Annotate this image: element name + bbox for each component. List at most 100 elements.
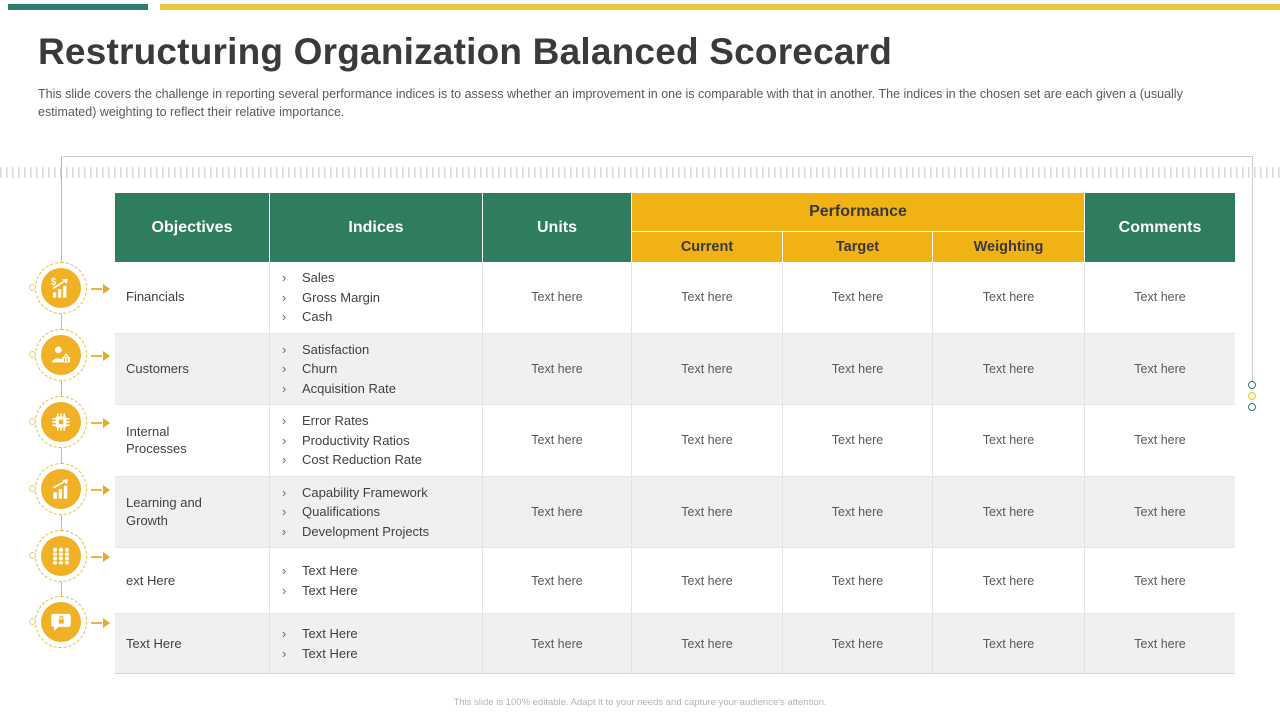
editable-note: This slide is 100% editable. Adapt it to…	[453, 697, 827, 708]
decorative-dot-gold	[1248, 392, 1256, 400]
objective-cell: Internal Processes	[115, 405, 270, 477]
chevron-bullet-icon: ›	[282, 645, 287, 661]
table-row-text-here-2: Text Here › Text Here › Text Here Text her…	[115, 614, 1236, 674]
right-connector-line	[1252, 156, 1253, 382]
index-item: Acquisition Rate	[302, 380, 396, 396]
mini-circle	[29, 351, 36, 358]
weighting-cell: Text here	[933, 476, 1086, 548]
index-item: Sales	[302, 270, 335, 285]
target-cell: Text here	[783, 333, 933, 405]
indices-cell: › Text Here › Text Here	[270, 548, 483, 614]
table-row-internal-processes: Internal Processes › Error Rates › Product…	[115, 405, 1236, 477]
weighting-cell: Text here	[933, 405, 1086, 477]
arrow-right-icon	[91, 418, 110, 428]
current-cell: Text here	[632, 405, 783, 477]
mini-circle	[29, 552, 36, 559]
indices-cell: › Error Rates › Productivity Ratios › Cost …	[270, 405, 483, 477]
horizontal-rule	[63, 156, 1253, 157]
mini-circle	[29, 284, 36, 291]
indices-cell: › Text Here › Text Here	[270, 614, 483, 674]
chevron-bullet-icon: ›	[282, 582, 287, 598]
index-item: Text Here	[302, 582, 358, 598]
weighting-cell: Text here	[933, 548, 1086, 614]
target-cell: Text here	[783, 476, 933, 548]
top-accent-bar-yellow	[160, 4, 1280, 10]
units-cell: Text here	[483, 614, 632, 674]
chevron-bullet-icon: ›	[282, 432, 287, 448]
index-item: Gross Margin	[302, 289, 381, 305]
customer-cart-icon	[41, 335, 81, 375]
comments-cell: Text here	[1085, 548, 1236, 614]
comments-cell: Text here	[1085, 262, 1236, 334]
arrow-right-icon	[91, 552, 110, 562]
current-cell: Text here	[632, 548, 783, 614]
weighting-cell: Text here	[933, 614, 1086, 674]
objective-cell: ext Here	[115, 548, 270, 614]
comments-cell: Text here	[1085, 614, 1236, 674]
top-accent-bar-teal	[8, 4, 148, 10]
current-cell: Text here	[632, 333, 783, 405]
chevron-bullet-icon: ›	[282, 523, 287, 539]
financial-growth-icon: $	[41, 268, 81, 308]
mini-circle	[29, 618, 36, 625]
units-cell: Text here	[483, 476, 632, 548]
chevron-bullet-icon: ›	[282, 361, 287, 376]
current-cell: Text here	[632, 262, 783, 334]
column-header-weighting: Weighting	[933, 232, 1086, 262]
arrow-right-icon	[91, 284, 110, 294]
column-header-performance: Performance	[632, 193, 1086, 232]
column-header-current: Current	[632, 232, 783, 262]
arrow-right-icon	[91, 351, 110, 361]
chevron-bullet-icon: ›	[282, 452, 287, 467]
processor-chip-icon	[41, 402, 81, 442]
current-cell: Text here	[632, 476, 783, 548]
secure-comment-icon	[41, 602, 81, 642]
units-cell: Text here	[483, 333, 632, 405]
chevron-bullet-icon: ›	[282, 289, 287, 305]
balanced-scorecard-table: Objectives Indices Units Performance Com…	[115, 193, 1236, 674]
icon-group-internal-processes	[29, 396, 110, 448]
chevron-bullet-icon: ›	[282, 309, 287, 324]
chevron-bullet-icon: ›	[282, 380, 287, 396]
icon-group-financials: $	[29, 262, 110, 314]
mini-circle	[29, 485, 36, 492]
objective-cell: Text Here	[115, 614, 270, 674]
slide-description: This slide covers the challenge in repor…	[38, 87, 1183, 119]
icon-group-text-here-2	[29, 596, 110, 648]
index-item: Churn	[302, 361, 338, 376]
icon-group-learning-growth	[29, 463, 110, 515]
index-item: Satisfaction	[302, 341, 370, 357]
indices-cell: › Sales › Gross Margin › Cash	[270, 262, 483, 334]
page-title: Restructuring Organization Balanced Scor…	[38, 31, 893, 72]
arrow-right-icon	[91, 485, 110, 495]
index-item: Productivity Ratios	[302, 432, 410, 448]
index-item: Cash	[302, 309, 333, 324]
units-cell: Text here	[483, 405, 632, 477]
indices-cell: › Capability Framework › Qualifications › D…	[270, 476, 483, 548]
chevron-bullet-icon: ›	[282, 413, 287, 428]
team-grid-icon	[41, 536, 81, 576]
left-connector-line	[61, 156, 62, 624]
column-header-units: Units	[483, 193, 632, 262]
weighting-cell: Text here	[933, 333, 1086, 405]
target-cell: Text here	[783, 614, 933, 674]
table-row-text-here-1: ext Here › Text Here › Text Here Text here…	[115, 548, 1236, 614]
index-item: Text Here	[302, 563, 358, 578]
index-item: Qualifications	[302, 504, 381, 519]
chevron-bullet-icon: ›	[282, 341, 287, 357]
table-row-learning-growth: Learning and Growth › Capability Framewor…	[115, 476, 1236, 548]
objective-cell: Customers	[115, 333, 270, 405]
index-item: Text Here	[302, 626, 358, 641]
index-item: Development Projects	[302, 523, 430, 539]
column-header-objectives: Objectives	[115, 193, 270, 262]
comments-cell: Text here	[1085, 476, 1236, 548]
column-header-indices: Indices	[270, 193, 483, 262]
chevron-bullet-icon: ›	[282, 504, 287, 519]
chevron-bullet-icon: ›	[282, 626, 287, 641]
table-row-financials: Financials › Sales › Gross Margin › Cash Te…	[115, 262, 1236, 334]
comments-cell: Text here	[1085, 333, 1236, 405]
chevron-bullet-icon: ›	[282, 563, 287, 578]
chevron-bullet-icon: ›	[282, 484, 287, 500]
mini-circle	[29, 418, 36, 425]
